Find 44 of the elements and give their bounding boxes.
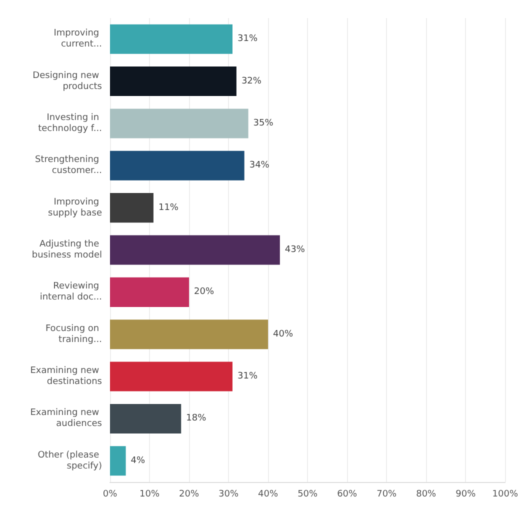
x-tick-label: 70%	[376, 490, 398, 500]
y-tick-label: Reviewing internal doc...	[40, 282, 102, 303]
data-label: 43%	[284, 245, 306, 255]
y-tick-label: Focusing on training...	[45, 324, 102, 345]
bar	[110, 277, 190, 307]
x-tick-label: 20%	[179, 490, 200, 500]
bar	[110, 446, 126, 476]
data-label: 32%	[241, 76, 262, 86]
bar	[110, 24, 232, 54]
bar	[110, 235, 280, 265]
data-label: 34%	[249, 160, 270, 171]
y-tick-label: Examining new audiences	[30, 408, 102, 430]
data-label: 35%	[253, 118, 274, 128]
y-tick-label: Improving supply base	[48, 197, 102, 218]
data-label: 11%	[158, 202, 179, 213]
bar	[110, 193, 154, 223]
y-tick-label: Improving current...	[54, 28, 102, 50]
x-tick-label: 30%	[218, 490, 239, 500]
x-tick-label: 10%	[140, 490, 160, 500]
bar	[110, 150, 244, 180]
x-tick-label: 100%	[492, 490, 518, 500]
x-tick-label: 90%	[456, 490, 476, 500]
data-label: 31%	[237, 372, 258, 382]
y-tick-label: Examining new destinations	[30, 366, 102, 388]
bar	[110, 362, 232, 392]
y-tick-label: Other (please specify)	[38, 450, 102, 472]
x-tick-label: 60%	[337, 490, 358, 500]
y-tick-label: Investing in technology f...	[38, 112, 102, 134]
data-label: 20%	[194, 287, 214, 298]
x-tick-label: 80%	[416, 490, 437, 500]
x-tick-label: 0%	[102, 490, 118, 500]
y-tick-label: Adjusting the business model	[32, 240, 102, 260]
data-label: 40%	[273, 329, 294, 340]
bar	[110, 404, 182, 434]
data-label: 18%	[186, 414, 207, 424]
y-tick-label: Strengthening customer...	[35, 155, 102, 176]
bar	[110, 66, 236, 96]
bar	[110, 320, 268, 350]
bar	[110, 108, 248, 138]
x-tick-label: 50%	[298, 490, 318, 500]
data-label: 4%	[130, 456, 146, 466]
data-label: 31%	[237, 34, 258, 44]
x-tick-label: 40%	[258, 490, 278, 500]
y-tick-label: Designing new products	[32, 70, 102, 92]
